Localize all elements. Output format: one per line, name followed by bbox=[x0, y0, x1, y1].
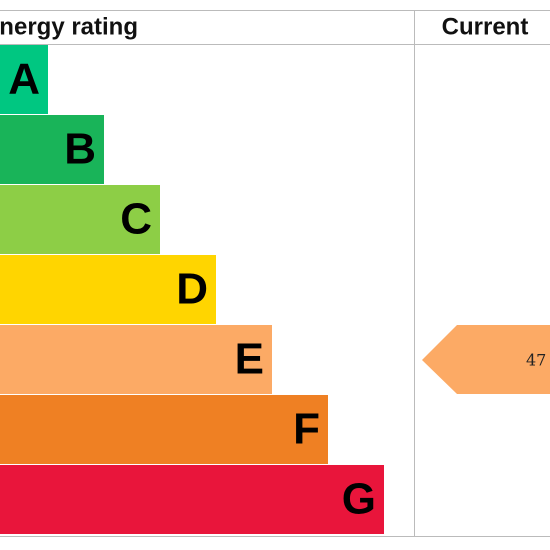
band-bar bbox=[0, 325, 272, 394]
current-arrow bbox=[422, 325, 550, 394]
band-bar bbox=[0, 185, 160, 254]
band-bar bbox=[0, 465, 384, 534]
band-bar bbox=[0, 395, 328, 464]
header-current: Current bbox=[442, 13, 529, 40]
band-letter: D bbox=[176, 265, 208, 314]
band-letter: B bbox=[64, 125, 96, 174]
band-letter: C bbox=[120, 195, 152, 244]
band-letter: E bbox=[235, 335, 264, 384]
band-bar bbox=[0, 45, 48, 114]
current-value: 47 bbox=[526, 351, 546, 370]
band-letter: G bbox=[342, 475, 376, 524]
band-bar bbox=[0, 255, 216, 324]
band-letter: A bbox=[8, 55, 40, 104]
band-letter: F bbox=[293, 405, 320, 454]
header-title: Energy rating bbox=[0, 13, 138, 40]
band-bar bbox=[0, 115, 104, 184]
